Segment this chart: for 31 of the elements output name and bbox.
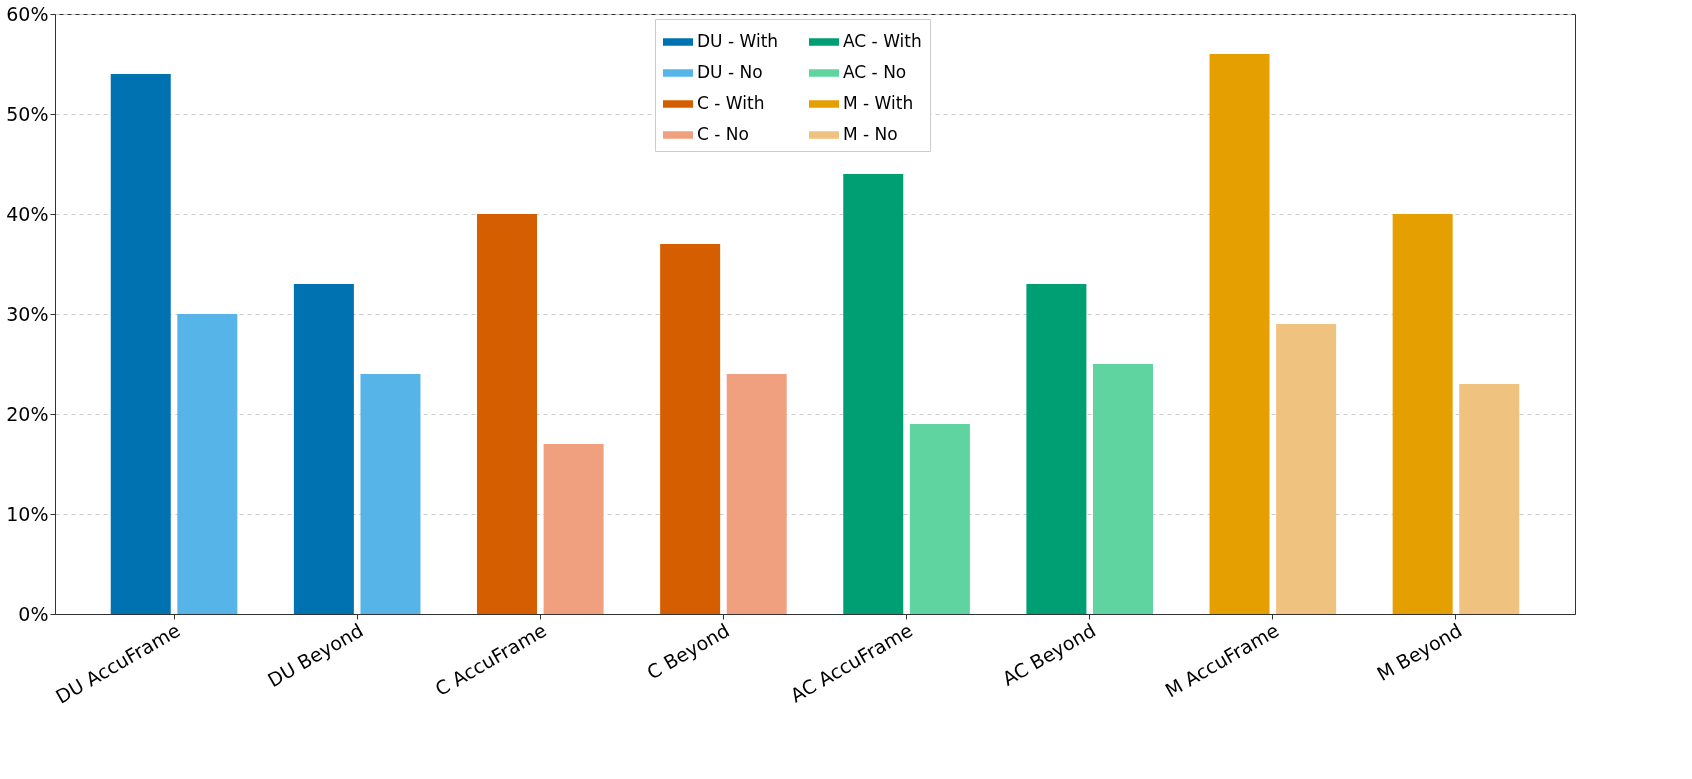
bar [1276,324,1337,614]
bar [1392,214,1453,614]
bar [477,214,537,614]
y-tick-label: 50% [6,102,49,125]
bar [1209,54,1270,614]
legend-label: M - No [843,124,898,144]
bar [1026,284,1087,614]
bar [293,284,354,614]
bar [1093,364,1153,614]
bar [360,374,421,614]
y-tick-label: 30% [6,302,49,325]
bar [1459,384,1520,614]
bar [543,444,604,614]
y-tick-label: 60% [6,2,49,25]
y-tick-label: 20% [6,402,49,425]
legend-label: AC - No [843,62,907,82]
bar [110,74,171,614]
bar [177,314,238,614]
legend-label: C - With [697,93,765,113]
legend-label: M - With [843,93,914,113]
bar [726,374,787,614]
legend-label: AC - With [843,31,922,51]
y-tick-label: 0% [18,602,49,625]
legend-label: DU - No [697,62,763,82]
y-tick-label: 40% [6,202,49,225]
bar [909,424,970,614]
bar [660,244,721,614]
y-tick-label: 10% [6,502,49,525]
bar [843,174,904,614]
legend-label: DU - With [697,31,779,51]
legend-label: C - No [697,124,749,144]
